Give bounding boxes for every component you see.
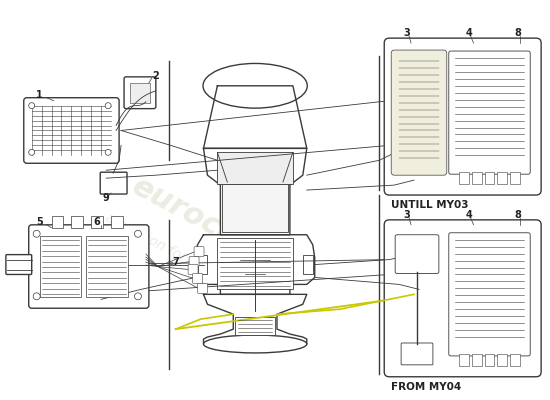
FancyBboxPatch shape bbox=[197, 284, 207, 293]
Bar bbox=[485, 354, 494, 366]
Bar bbox=[497, 172, 507, 184]
Bar bbox=[40, 236, 81, 297]
FancyBboxPatch shape bbox=[384, 38, 541, 195]
Text: 6: 6 bbox=[93, 217, 100, 227]
Bar bbox=[459, 172, 469, 184]
Circle shape bbox=[135, 293, 141, 300]
FancyBboxPatch shape bbox=[401, 343, 433, 365]
Polygon shape bbox=[204, 148, 307, 235]
Bar bbox=[471, 172, 482, 184]
Text: 4: 4 bbox=[465, 210, 472, 220]
Text: 3: 3 bbox=[404, 28, 410, 38]
Ellipse shape bbox=[204, 335, 307, 353]
Text: 2: 2 bbox=[152, 71, 159, 81]
Circle shape bbox=[135, 230, 141, 237]
Bar bbox=[217, 152, 293, 184]
Bar bbox=[197, 255, 207, 274]
FancyBboxPatch shape bbox=[188, 264, 198, 274]
Ellipse shape bbox=[203, 64, 307, 108]
Circle shape bbox=[33, 230, 40, 237]
FancyBboxPatch shape bbox=[189, 257, 199, 266]
Bar bbox=[222, 184, 288, 232]
Text: 4: 4 bbox=[465, 28, 472, 38]
Bar bbox=[217, 238, 293, 289]
FancyBboxPatch shape bbox=[449, 233, 530, 356]
Bar bbox=[485, 172, 494, 184]
FancyBboxPatch shape bbox=[124, 77, 156, 109]
FancyBboxPatch shape bbox=[192, 274, 202, 284]
FancyBboxPatch shape bbox=[6, 255, 32, 274]
Circle shape bbox=[105, 149, 111, 155]
Bar bbox=[52, 216, 63, 228]
FancyBboxPatch shape bbox=[194, 247, 204, 257]
Bar bbox=[235, 317, 275, 335]
Circle shape bbox=[33, 293, 40, 300]
Text: 1: 1 bbox=[36, 90, 43, 100]
Bar bbox=[72, 216, 84, 228]
Circle shape bbox=[29, 149, 35, 155]
Text: 8: 8 bbox=[515, 210, 522, 220]
Text: a passion for cars since 1985: a passion for cars since 1985 bbox=[103, 211, 288, 318]
Bar bbox=[510, 172, 520, 184]
FancyBboxPatch shape bbox=[395, 235, 439, 274]
Text: 5: 5 bbox=[36, 217, 43, 227]
FancyBboxPatch shape bbox=[24, 98, 119, 163]
Bar bbox=[497, 354, 507, 366]
Polygon shape bbox=[204, 86, 307, 148]
Bar bbox=[459, 354, 469, 366]
Bar bbox=[111, 216, 123, 228]
Bar bbox=[303, 255, 313, 274]
Text: 9: 9 bbox=[103, 193, 109, 203]
Circle shape bbox=[105, 103, 111, 109]
Polygon shape bbox=[204, 294, 307, 344]
Text: UNTILL MY03: UNTILL MY03 bbox=[391, 200, 469, 210]
Text: 8: 8 bbox=[515, 28, 522, 38]
Bar bbox=[130, 83, 150, 103]
FancyBboxPatch shape bbox=[100, 172, 127, 194]
Text: 3: 3 bbox=[404, 210, 410, 220]
Bar bbox=[91, 216, 103, 228]
FancyBboxPatch shape bbox=[29, 225, 149, 308]
FancyBboxPatch shape bbox=[384, 220, 541, 377]
FancyBboxPatch shape bbox=[391, 50, 447, 175]
Bar bbox=[471, 354, 482, 366]
Text: FROM MY04: FROM MY04 bbox=[391, 382, 461, 392]
Bar bbox=[510, 354, 520, 366]
Polygon shape bbox=[196, 235, 315, 294]
Bar bbox=[86, 236, 128, 297]
FancyBboxPatch shape bbox=[449, 51, 530, 174]
Circle shape bbox=[29, 103, 35, 109]
Text: 7: 7 bbox=[172, 256, 179, 266]
Text: eurocars: eurocars bbox=[128, 172, 274, 268]
